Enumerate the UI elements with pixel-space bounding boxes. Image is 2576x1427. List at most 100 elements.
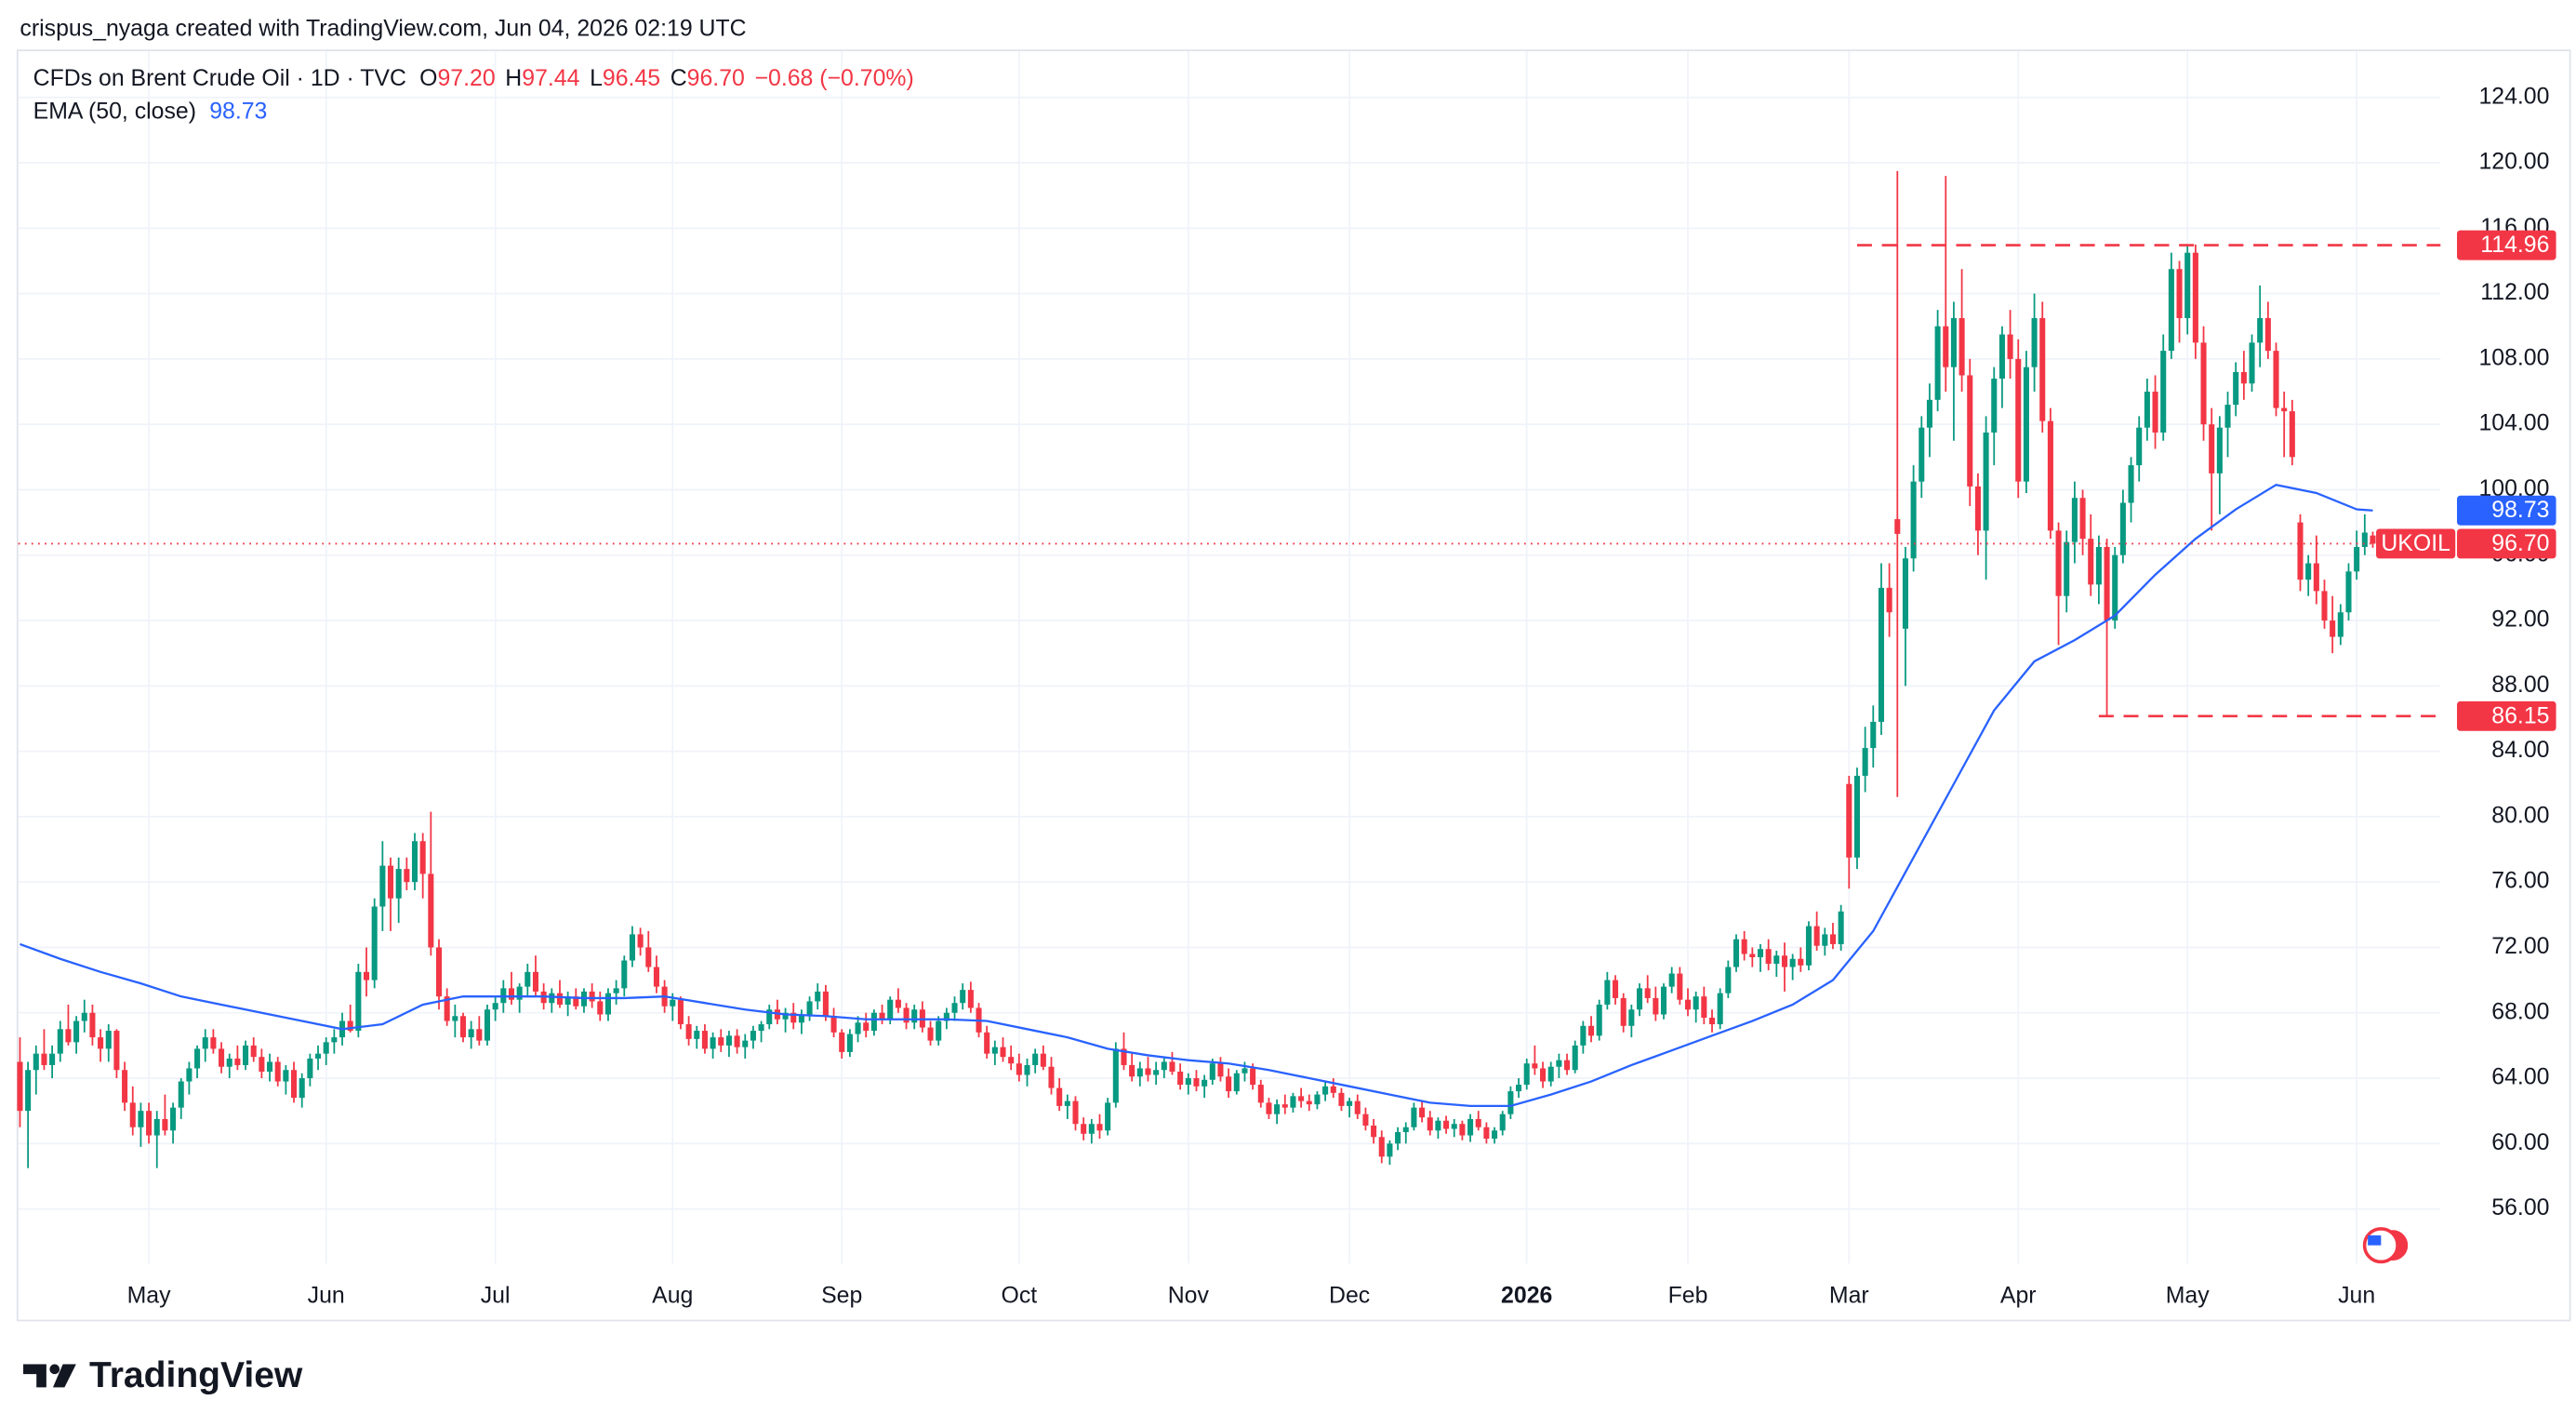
candle-body [1443,1120,1450,1129]
candle-body [1628,1009,1635,1026]
candle-body [1121,1048,1127,1065]
candle-body [694,1031,700,1039]
candle-body [2144,392,2150,428]
candle-body [2128,465,2134,503]
candle-body [815,991,821,1002]
candle-body [2330,620,2336,637]
x-tick-label: Jun [308,1283,345,1308]
candle-body [1314,1094,1321,1105]
candle-body [411,841,418,883]
candle-body [194,1048,201,1069]
candle-body [2176,269,2183,318]
candle-body [1523,1063,1530,1086]
candle-body [1024,1064,1030,1075]
candle-body [1829,934,1836,944]
candle-body [1878,587,1884,722]
candle-body [524,971,531,987]
ohlc-key: C [671,66,687,91]
candle-body [1813,926,1820,946]
candle-body [2047,420,2053,531]
change: −0.68 (−0.70%) [755,66,914,91]
candle-body [379,865,386,907]
candle-body [887,999,894,1020]
candle-body [725,1035,732,1046]
candle-body [573,996,579,1007]
candle-body [2104,546,2110,621]
candle-body [404,869,410,883]
candle-body [363,971,370,980]
candle-body [299,1078,305,1099]
candle-body [685,1024,692,1039]
candle-body [718,1037,724,1046]
candle-body [2071,498,2078,542]
candle-body [790,1012,797,1023]
candle-body [267,1061,273,1073]
candle-body [1822,934,1828,946]
candle-body [435,947,443,997]
candle-body [98,1037,104,1049]
candle-body [468,1029,474,1038]
candle-body [41,1053,47,1065]
candle-body [1547,1066,1554,1082]
candle-body [113,1031,120,1071]
candle-body [1056,1087,1063,1106]
candle-body [2224,405,2231,428]
candle-body [508,988,515,1000]
level-label: 86.15 [2491,703,2549,728]
last-price-badge [2457,528,2556,559]
candle-body [822,991,829,1017]
candle-body [234,1058,241,1065]
candle-body [758,1024,764,1032]
candle-body [1257,1085,1264,1103]
y-tick-label: 104.00 [2478,411,2549,436]
candle-body [89,1012,96,1038]
candle-body [259,1057,265,1073]
candle-body [1016,1063,1022,1075]
x-tick-label: Nov [1168,1283,1210,1308]
candle-body [1281,1104,1288,1108]
candle-body [911,1009,918,1023]
candle-body [1427,1117,1433,1131]
candle-body [589,991,595,1002]
candle-body [1853,775,1860,858]
candle-body [1347,1100,1353,1106]
candle-body [1717,993,1723,1025]
legend-line: EMA (50, close) 98.73 [33,99,268,124]
candle-body [806,1001,813,1015]
candle-body [2257,317,2264,343]
candle-body [2297,522,2304,580]
candle-body [250,1045,257,1058]
candle-body [1136,1068,1143,1077]
candle-body [1725,967,1732,994]
legend-line: CFDs on Brent Crude Oil · 1D · TVC O97.20… [33,66,914,91]
candle-body [1967,375,1973,487]
ohlc-key: L [590,66,603,91]
candle-body [1564,1060,1571,1071]
x-tick-label: Feb [1668,1283,1708,1308]
plot [17,170,2441,1168]
candle-body [1983,432,1989,531]
candle-body [1516,1085,1522,1092]
candle-body [1371,1125,1377,1138]
candle-body [1362,1114,1369,1126]
candle-body [1612,980,1619,998]
candle-body [33,1053,39,1071]
candle-body [2216,427,2223,473]
ema-value: 98.73 [209,99,267,124]
candle-body [1322,1086,1329,1095]
ohlc-value: 97.44 [522,66,579,91]
candle-body [2088,539,2094,585]
candle-body [653,967,659,987]
candle-body [387,865,394,899]
candle-body [2233,371,2239,406]
candle-body [1781,955,1788,967]
candle-body [146,1111,153,1136]
symbol-badge [2376,528,2456,559]
candle-body [1459,1124,1466,1136]
flag-canton [2368,1235,2382,1246]
y-tick-label: 60.00 [2491,1130,2549,1155]
candle-body [2119,502,2126,555]
candle-body [1789,958,1796,967]
candle-body [830,1016,837,1033]
candle-body [1798,958,1804,966]
